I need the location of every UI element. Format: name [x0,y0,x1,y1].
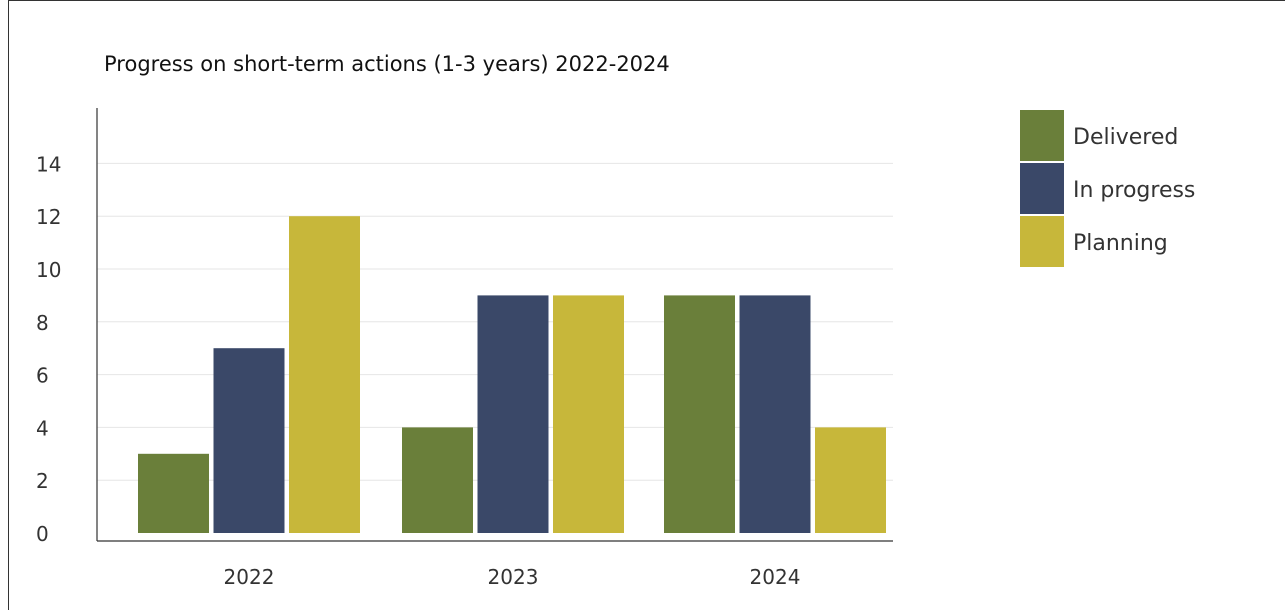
x-tick-label: 2024 [750,565,801,589]
y-tick-label: 10 [36,258,61,282]
bar-planning-2024 [815,427,886,533]
y-tick-label: 4 [36,416,49,440]
bar-in-progress-2022 [213,348,285,533]
y-tick-label: 14 [36,152,61,176]
bar-in-progress-2023 [477,295,549,533]
y-tick-label: 0 [36,522,49,546]
legend-swatch-in-progress [1020,163,1064,214]
bar-planning-2022 [289,216,360,533]
y-tick-label: 6 [36,364,49,388]
legend-label-delivered: Delivered [1073,125,1178,150]
y-tick-label: 8 [36,311,49,335]
chart-frame [8,0,1285,610]
legend-swatch-planning [1020,216,1064,267]
bar-delivered-2023 [402,427,473,533]
bars [138,216,886,533]
bar-delivered-2024 [664,295,735,533]
bar-delivered-2022 [138,453,209,533]
y-tick-label: 12 [36,205,61,229]
y-tick-label: 2 [36,469,49,493]
chart-title: Progress on short-term actions (1-3 year… [104,52,670,76]
x-tick-labels: 2022 2023 2024 [224,565,801,589]
y-tick-labels: 0 2 4 6 8 10 12 14 [36,152,61,546]
axes [96,108,893,542]
x-tick-label: 2022 [224,565,275,589]
x-tick-label: 2023 [488,565,539,589]
bar-in-progress-2024 [739,295,811,533]
legend-swatch-delivered [1020,110,1064,161]
bar-planning-2023 [553,295,624,533]
legend-label-in-progress: In progress [1073,178,1195,203]
legend: Delivered In progress Planning [1020,110,1195,267]
legend-label-planning: Planning [1073,231,1168,256]
